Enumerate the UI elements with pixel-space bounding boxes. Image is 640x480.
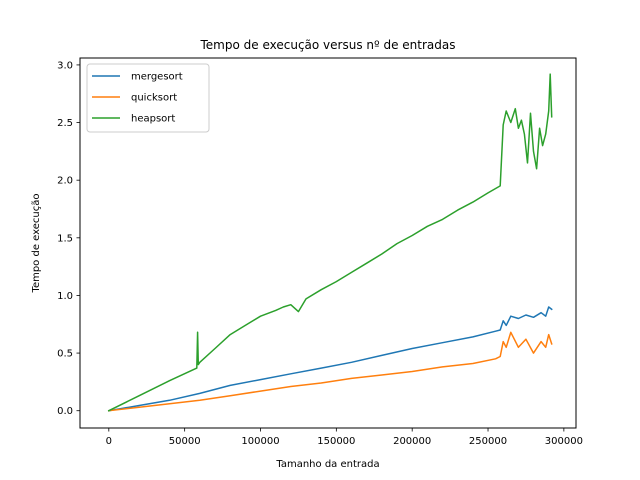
legend-label-heapsort: heapsort bbox=[131, 114, 175, 125]
x-tick-label: 50000 bbox=[169, 436, 201, 447]
legend-box bbox=[86, 63, 210, 133]
x-tick-label: 0 bbox=[106, 436, 112, 447]
y-tick-label: 2.5 bbox=[57, 118, 73, 129]
axes-frame bbox=[79, 57, 577, 429]
series-layer bbox=[107, 73, 553, 412]
series-line-quicksort bbox=[107, 331, 553, 412]
x-tick-label: 250000 bbox=[469, 436, 507, 447]
y-tick-label: 2.0 bbox=[57, 176, 73, 187]
y-tick-label: 0.5 bbox=[57, 349, 73, 360]
y-axis-label: Tempo de execução bbox=[31, 194, 42, 294]
series-line-mergesort bbox=[107, 306, 553, 412]
legend-label-mergesort: mergesort bbox=[131, 72, 183, 83]
chart-title: Tempo de execução versus nº de entradas bbox=[200, 38, 456, 52]
x-tick-label: 200000 bbox=[393, 436, 431, 447]
legend-label-quicksort: quicksort bbox=[131, 93, 177, 104]
y-tick-label: 3.0 bbox=[57, 60, 73, 71]
x-tick-label: 150000 bbox=[317, 436, 355, 447]
y-axis-ticks: 0.0 0.5 1.0 1.5 2.0 2.5 3.0 bbox=[57, 60, 80, 417]
series-line-heapsort bbox=[107, 73, 553, 412]
x-axis-ticks: 0 50000 100000 150000 200000 250000 300000 bbox=[106, 428, 583, 447]
y-tick-label: 1.0 bbox=[57, 291, 73, 302]
x-axis-label: Tamanho da entrada bbox=[275, 459, 379, 470]
legend: mergesort quicksort heapsort bbox=[86, 63, 210, 133]
y-tick-label: 0.0 bbox=[57, 406, 73, 417]
y-tick-label: 1.5 bbox=[57, 233, 73, 244]
x-tick-label: 300000 bbox=[545, 436, 583, 447]
x-tick-label: 100000 bbox=[241, 436, 279, 447]
plot-area bbox=[79, 57, 577, 429]
